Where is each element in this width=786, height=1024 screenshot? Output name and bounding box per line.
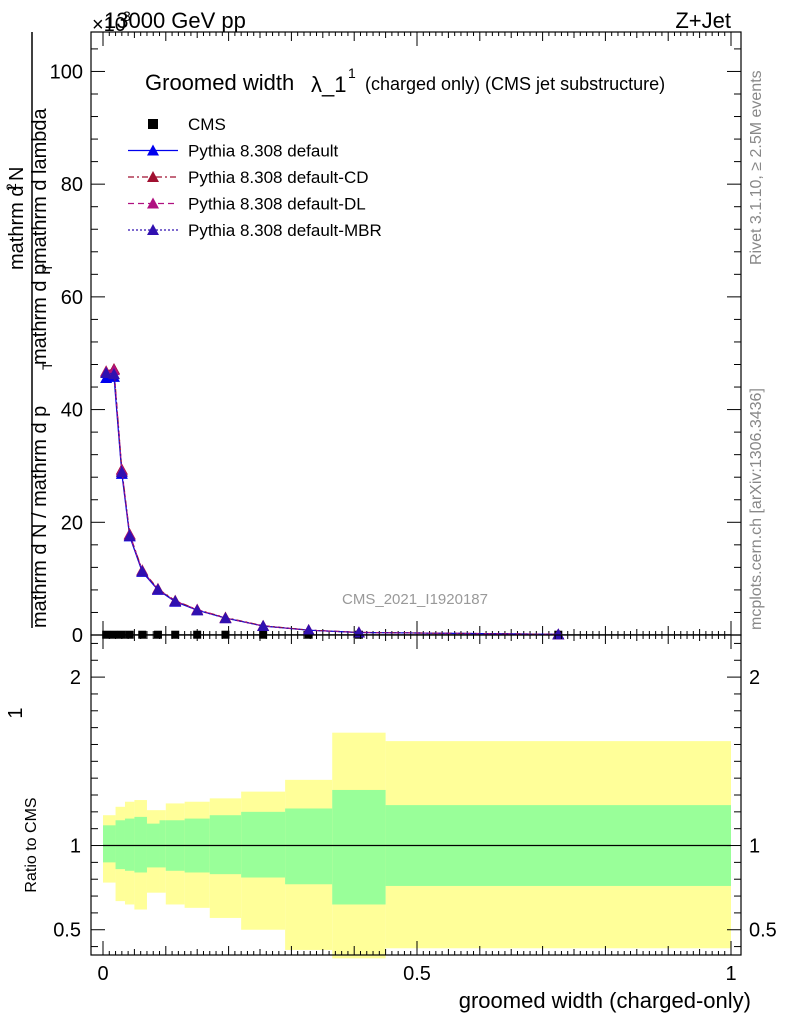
- x-tick-label: 0.5: [403, 963, 431, 985]
- series-pythia-8-308-default: [100, 370, 565, 640]
- ratio-stat-band-1: [115, 820, 125, 870]
- legend-label: Pythia 8.308 default-DL: [188, 195, 366, 214]
- ratio-stat-band-3: [134, 816, 147, 873]
- ratio-plot: 0 0.5 1 0.5 0.5 1 1 2 2: [53, 634, 777, 985]
- legend-item: CMS: [148, 115, 226, 134]
- x-tick-label: 1: [725, 963, 736, 985]
- process-label: Z+Jet: [675, 8, 731, 33]
- series-pythia-8-308-default-dl: [100, 364, 565, 640]
- svg-text:T: T: [39, 263, 55, 272]
- beam-label: 13000 GeV pp: [104, 8, 246, 33]
- series-point: [136, 565, 149, 577]
- svg-text:(charged only) (CMS jet substr: (charged only) (CMS jet substructure): [365, 74, 665, 94]
- series-point: [123, 529, 136, 541]
- analysis-watermark: CMS_2021_I1920187: [342, 591, 488, 608]
- series-line: [106, 369, 559, 635]
- legend-item: Pythia 8.308 default-DL: [128, 195, 366, 214]
- svg-text:T: T: [39, 361, 55, 370]
- ratio-stat-band-8: [209, 815, 242, 875]
- ratio-stat-band-5: [159, 820, 166, 868]
- ratio-y-tick-label: 2: [70, 667, 81, 689]
- legend-label: Pythia 8.308 default-MBR: [188, 221, 382, 240]
- series-point: [191, 604, 204, 616]
- legend-marker: [147, 224, 159, 235]
- ratio-y-tick-label: 0.5: [53, 920, 81, 942]
- series-point: [115, 466, 128, 478]
- svg-text:1: 1: [5, 707, 27, 718]
- y-tick-label: 80: [61, 174, 83, 196]
- rivet-label: Rivet 3.1.10, ≥ 2.5M events: [748, 70, 765, 265]
- legend-item: Pythia 8.308 default-MBR: [128, 221, 382, 240]
- series-point: [169, 595, 182, 607]
- ratio-stat-band-10: [285, 808, 333, 885]
- series-line: [105, 368, 559, 635]
- svg-text:1: 1: [348, 65, 356, 81]
- series-point: [151, 583, 164, 595]
- main-y-axis-label: 1 mathrm d N / mathrm d p T mathrm d 2 N…: [3, 32, 55, 719]
- legend-label: CMS: [188, 115, 226, 134]
- legend-marker: [148, 119, 158, 129]
- svg-text:N: N: [6, 167, 28, 181]
- mcplots-label: mcplots.cern.ch [arXiv:1306.3436]: [748, 388, 765, 630]
- ratio-y-tick-label: 1: [70, 836, 81, 858]
- ratio-y-axis-label: Ratio to CMS: [23, 797, 40, 892]
- legend-label: Pythia 8.308 default: [188, 142, 339, 161]
- plot-title: Groomed width λ_1 1 (charged only) (CMS …: [145, 65, 665, 97]
- series-point: [107, 368, 120, 380]
- series-line: [106, 376, 559, 635]
- legend-item: Pythia 8.308 default-CD: [128, 168, 369, 187]
- ratio-y-tick-label-right: 0.5: [749, 920, 777, 942]
- svg-text:Groomed width: Groomed width: [145, 70, 294, 95]
- y-tick-label: 60: [61, 287, 83, 309]
- y-tick-label: 40: [61, 400, 83, 422]
- ratio-stat-band-9: [241, 811, 286, 878]
- legend-label: Pythia 8.308 default-CD: [188, 168, 369, 187]
- y-tick-label: 20: [61, 512, 83, 534]
- svg-text:mathrm d N / mathrm d p: mathrm d N / mathrm d p: [29, 406, 51, 628]
- svg-text:2: 2: [3, 183, 19, 191]
- svg-text:mathrm d p: mathrm d p: [29, 264, 51, 365]
- ratio-stat-band-11: [332, 789, 386, 905]
- legend-marker: [147, 144, 159, 156]
- x-axis-label: groomed width (charged-only): [459, 988, 751, 1013]
- legend-marker: [147, 171, 159, 182]
- svg-text:mathrm d lambda: mathrm d lambda: [29, 108, 51, 264]
- y-tick-label: 100: [50, 61, 83, 83]
- series-point: [219, 612, 232, 624]
- ratio-y-tick-label-right: 1: [749, 836, 760, 858]
- y-exponent-label: ×10: [92, 14, 126, 36]
- ratio-y-tick-label-right: 2: [749, 667, 760, 689]
- series-line: [106, 372, 559, 635]
- ratio-stat-band-2: [124, 818, 135, 871]
- legend-marker: [147, 197, 159, 209]
- legend: CMS Pythia 8.308 default Pythia 8.308 defa…: [128, 115, 382, 240]
- series-point: [257, 619, 270, 631]
- y-exponent-power: 3: [123, 8, 131, 24]
- svg-text:mathrm d: mathrm d: [6, 186, 28, 270]
- legend-item: Pythia 8.308 default: [128, 142, 339, 161]
- ratio-stat-band-0: [103, 825, 116, 863]
- svg-text:λ_1: λ_1: [311, 72, 346, 97]
- series-point: [100, 366, 113, 378]
- series-point: [302, 624, 315, 636]
- y-tick-label: 0: [72, 625, 83, 647]
- x-tick-label: 0: [97, 963, 108, 985]
